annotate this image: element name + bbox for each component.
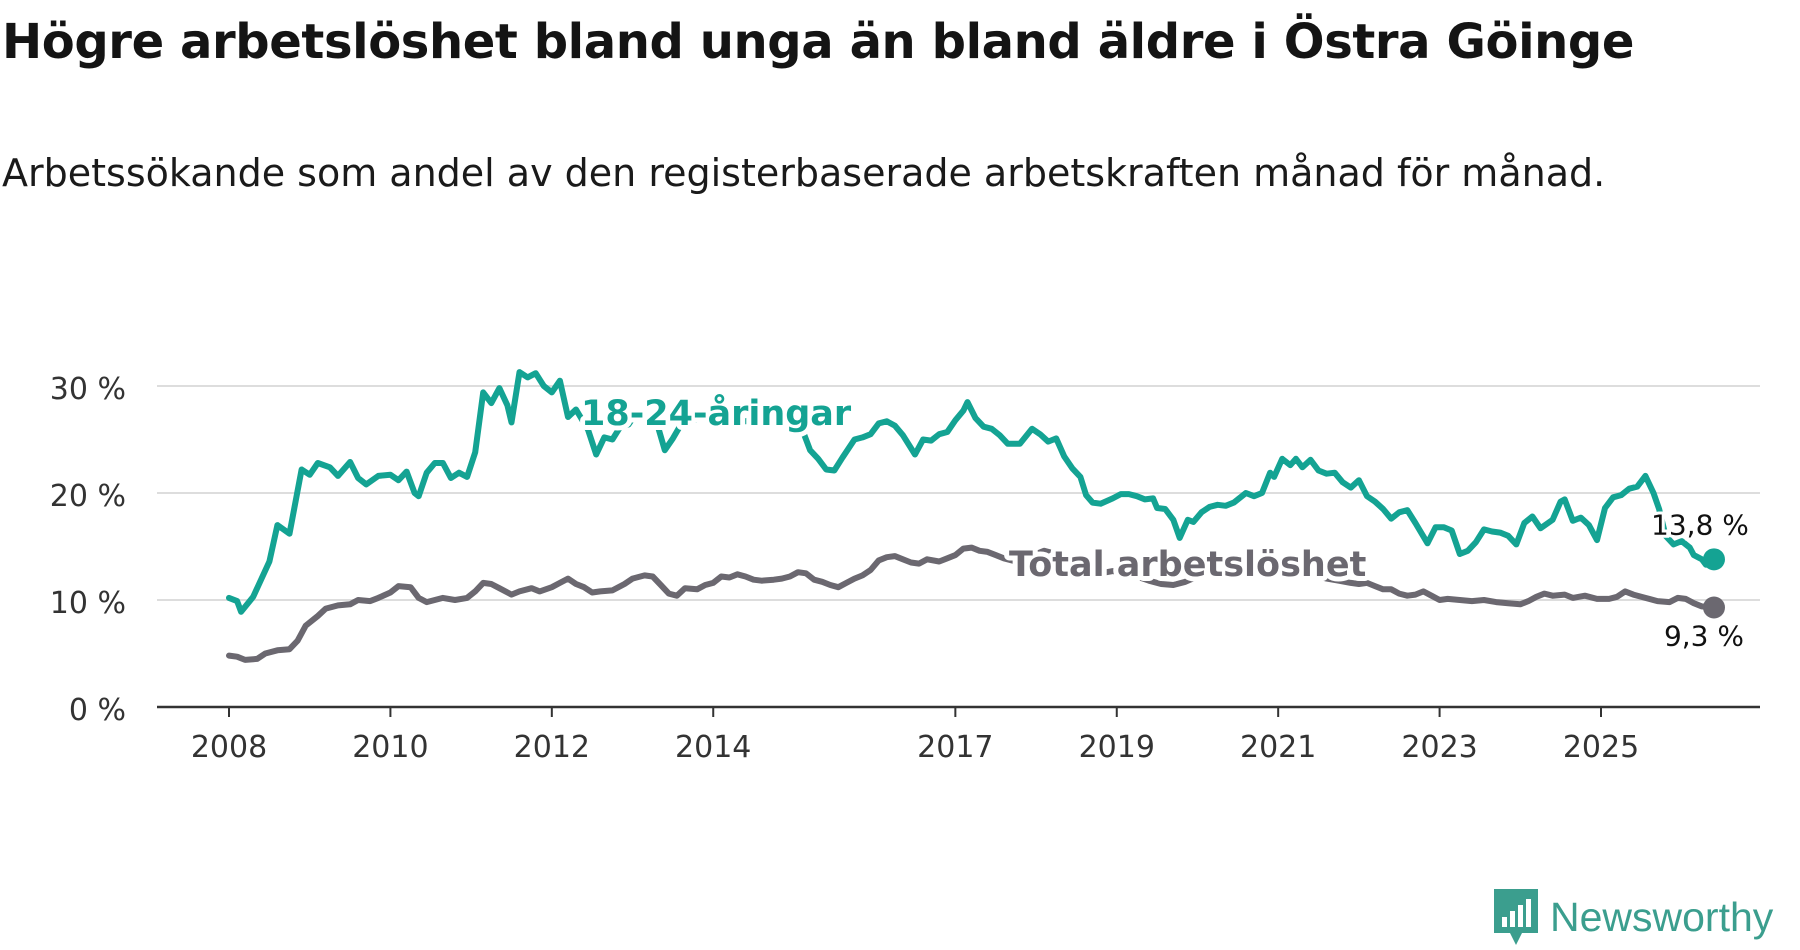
newsworthy-logo[interactable]: Newsworthy <box>1492 884 1773 950</box>
x-tick-label: 2008 <box>191 730 267 765</box>
y-tick-label: 10 % <box>50 586 126 621</box>
series-lines <box>226 369 1725 663</box>
series-line <box>226 369 1717 615</box>
chart-title: Högre arbetslöshet bland unga än bland ä… <box>2 14 1635 70</box>
x-tick-label: 2019 <box>1079 730 1155 765</box>
y-tick-label: 0 % <box>69 693 126 728</box>
x-tick-label: 2012 <box>514 730 590 765</box>
series-end-point <box>1702 596 1725 619</box>
y-tick-label: 30 % <box>50 372 126 407</box>
x-tick-label: 2021 <box>1240 730 1316 765</box>
series-line <box>226 544 1717 663</box>
newsworthy-chart-icon <box>1494 889 1538 945</box>
end-label-total: 9,3 % <box>1664 619 1744 652</box>
x-tick-label: 2025 <box>1563 730 1639 765</box>
x-tick-label: 2023 <box>1401 730 1477 765</box>
series-label-youth: 18-24-åringar <box>581 393 852 434</box>
series-end-point <box>1702 548 1725 571</box>
y-axis-ticks: 0 % 10 % 20 % 30 % <box>50 372 126 728</box>
brand-name: Newsworthy <box>1550 893 1774 940</box>
x-tick-label: 2010 <box>352 730 428 765</box>
chart-subtitle: Arbetssökande som andel av den registerb… <box>2 151 1606 195</box>
series-label-total: Total arbetslöshet <box>1009 545 1366 585</box>
x-tick-label: 2014 <box>675 730 751 765</box>
y-tick-label: 20 % <box>50 479 126 514</box>
series-labels: 18-24-åringar Total arbetslöshet 13,8 % 9,3… <box>576 388 1752 655</box>
x-axis-ticks: 2008 2010 2012 2014 2017 2019 2021 2023 2025 <box>191 707 1639 765</box>
x-tick-label: 2017 <box>917 730 993 765</box>
end-label-youth: 13,8 % <box>1651 508 1749 541</box>
